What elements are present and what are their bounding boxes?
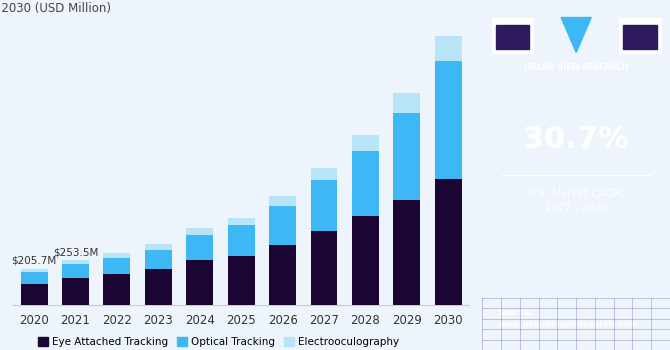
Bar bbox=[62, 265, 89, 278]
Bar bbox=[21, 284, 48, 304]
Bar bbox=[62, 260, 89, 265]
Bar bbox=[21, 269, 48, 272]
Bar bbox=[62, 278, 89, 304]
Legend: Eye Attached Tracking, Optical Tracking, Electrooculography: Eye Attached Tracking, Optical Tracking,… bbox=[34, 332, 403, 350]
Text: 30.7%: 30.7% bbox=[523, 126, 629, 154]
Bar bbox=[145, 244, 172, 250]
Bar bbox=[228, 225, 255, 256]
Bar bbox=[269, 245, 296, 304]
Bar bbox=[103, 253, 131, 258]
Bar bbox=[311, 168, 338, 180]
FancyBboxPatch shape bbox=[496, 25, 529, 49]
Bar bbox=[145, 269, 172, 304]
Text: size, by type, 2020 - 2030 (USD Million): size, by type, 2020 - 2030 (USD Million) bbox=[0, 2, 111, 15]
Polygon shape bbox=[561, 18, 591, 52]
Bar bbox=[186, 260, 213, 304]
Bar bbox=[228, 256, 255, 304]
Bar bbox=[145, 250, 172, 269]
FancyBboxPatch shape bbox=[619, 18, 661, 52]
Bar bbox=[393, 113, 420, 200]
Bar bbox=[435, 36, 462, 61]
FancyBboxPatch shape bbox=[623, 25, 657, 49]
FancyBboxPatch shape bbox=[492, 18, 533, 52]
Bar bbox=[311, 231, 338, 304]
Bar bbox=[269, 196, 296, 206]
Bar bbox=[103, 258, 131, 274]
Bar bbox=[186, 235, 213, 260]
Text: $205.7M: $205.7M bbox=[11, 256, 57, 266]
Bar bbox=[352, 150, 379, 216]
Bar bbox=[352, 135, 379, 150]
Bar bbox=[228, 218, 255, 225]
Bar bbox=[311, 180, 338, 231]
Bar bbox=[186, 228, 213, 235]
Bar bbox=[435, 61, 462, 179]
Bar bbox=[435, 179, 462, 304]
Bar bbox=[393, 93, 420, 113]
Bar bbox=[103, 274, 131, 304]
Bar bbox=[269, 206, 296, 245]
Text: GRAND VIEW RESEARCH: GRAND VIEW RESEARCH bbox=[524, 63, 628, 72]
Bar bbox=[21, 272, 48, 284]
Text: $253.5M: $253.5M bbox=[53, 247, 98, 257]
Text: U.S. Market CAGR,
2022 - 2030: U.S. Market CAGR, 2022 - 2030 bbox=[528, 189, 624, 213]
Text: Source:
www.grandviewresearch.com: Source: www.grandviewresearch.com bbox=[497, 308, 637, 329]
Bar bbox=[393, 200, 420, 304]
Bar bbox=[352, 216, 379, 304]
